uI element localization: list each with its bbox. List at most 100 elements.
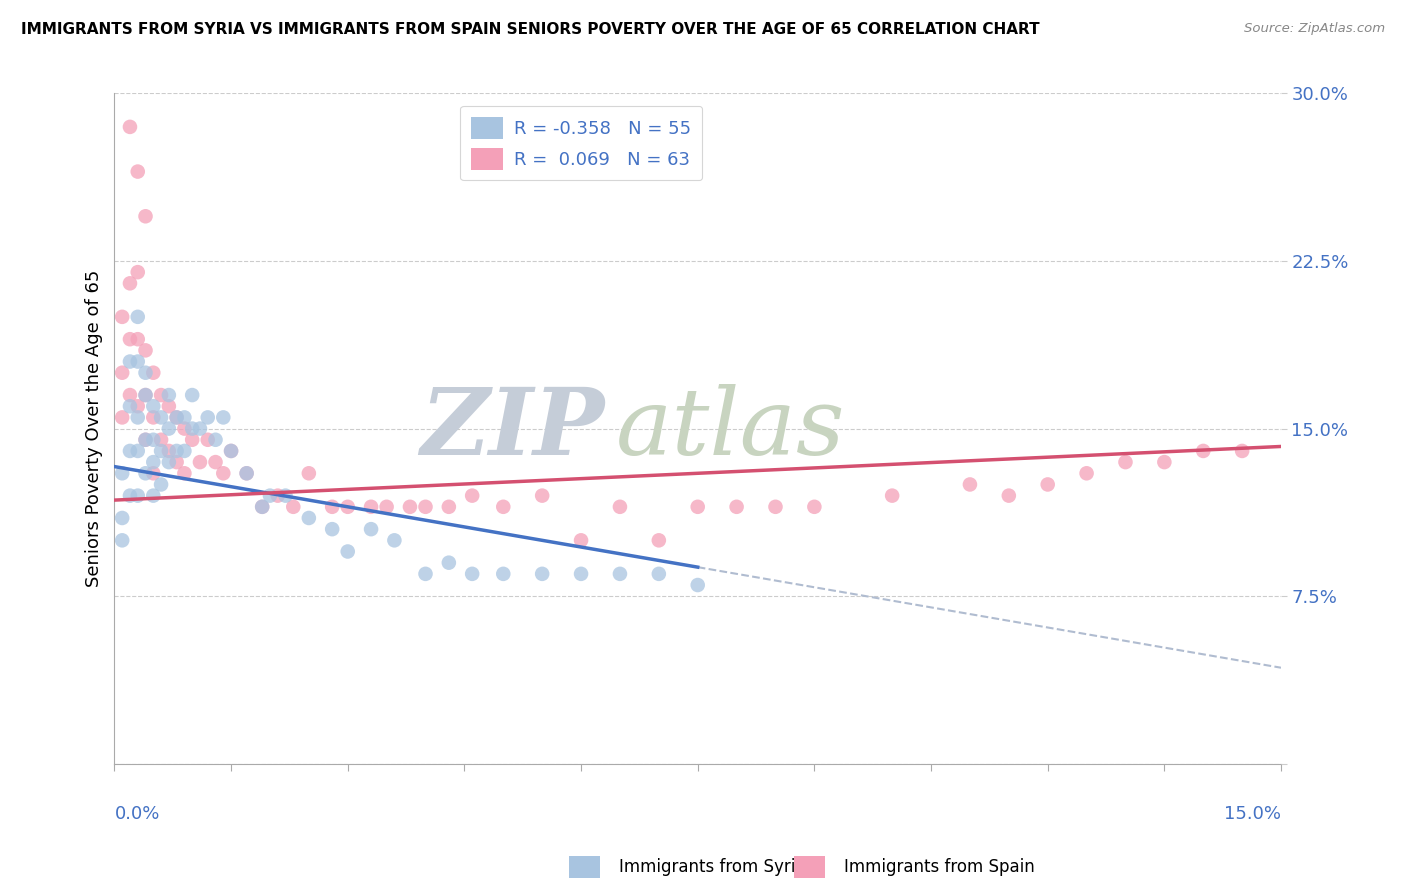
Point bbox=[765, 500, 787, 514]
Point bbox=[197, 410, 219, 425]
Point bbox=[118, 399, 141, 413]
Point bbox=[461, 566, 484, 581]
Point bbox=[188, 421, 211, 435]
Point bbox=[492, 500, 515, 514]
Point bbox=[157, 388, 180, 402]
Point bbox=[1230, 444, 1253, 458]
Point bbox=[283, 500, 305, 514]
Point bbox=[219, 444, 242, 458]
Point bbox=[181, 433, 204, 447]
Text: 0.0%: 0.0% bbox=[114, 805, 160, 823]
Point bbox=[686, 578, 709, 592]
Point bbox=[686, 500, 709, 514]
Point bbox=[127, 354, 149, 368]
Point bbox=[127, 444, 149, 458]
Point bbox=[134, 388, 156, 402]
Point bbox=[118, 277, 141, 291]
Point bbox=[111, 410, 134, 425]
Point bbox=[250, 500, 273, 514]
Point bbox=[298, 511, 321, 525]
Point bbox=[134, 343, 156, 358]
Point bbox=[235, 467, 257, 481]
Point bbox=[127, 489, 149, 503]
Point bbox=[157, 444, 180, 458]
Point bbox=[166, 410, 188, 425]
Point bbox=[492, 566, 515, 581]
Point bbox=[399, 500, 422, 514]
Point bbox=[111, 467, 134, 481]
Point bbox=[111, 366, 134, 380]
Point bbox=[157, 455, 180, 469]
Point bbox=[321, 522, 343, 536]
Point bbox=[609, 566, 631, 581]
Point bbox=[461, 489, 484, 503]
Text: Immigrants from Syria: Immigrants from Syria bbox=[619, 858, 806, 876]
Point bbox=[142, 433, 165, 447]
Point bbox=[118, 444, 141, 458]
Point bbox=[375, 500, 398, 514]
Point bbox=[1036, 477, 1059, 491]
Point bbox=[298, 467, 321, 481]
Point bbox=[384, 533, 406, 548]
Point bbox=[437, 556, 460, 570]
Point bbox=[609, 500, 631, 514]
Y-axis label: Seniors Poverty Over the Age of 65: Seniors Poverty Over the Age of 65 bbox=[86, 270, 103, 587]
Point bbox=[212, 467, 235, 481]
Point bbox=[134, 467, 156, 481]
Point bbox=[204, 455, 226, 469]
Point bbox=[336, 500, 359, 514]
Point bbox=[569, 566, 592, 581]
Point bbox=[173, 467, 195, 481]
Point bbox=[118, 388, 141, 402]
Point bbox=[336, 544, 359, 558]
Point bbox=[127, 399, 149, 413]
Point bbox=[118, 354, 141, 368]
Point bbox=[150, 477, 173, 491]
Legend: R = -0.358   N = 55, R =  0.069   N = 63: R = -0.358 N = 55, R = 0.069 N = 63 bbox=[460, 106, 702, 180]
Point bbox=[134, 433, 156, 447]
Point bbox=[360, 500, 382, 514]
Point bbox=[111, 533, 134, 548]
Point bbox=[134, 388, 156, 402]
Point bbox=[134, 366, 156, 380]
Point bbox=[531, 489, 554, 503]
Point bbox=[173, 421, 195, 435]
Point bbox=[531, 566, 554, 581]
Point bbox=[127, 265, 149, 279]
Point bbox=[181, 388, 204, 402]
Point bbox=[127, 310, 149, 324]
Point bbox=[882, 489, 904, 503]
Point bbox=[204, 433, 226, 447]
Text: Immigrants from Spain: Immigrants from Spain bbox=[844, 858, 1035, 876]
Point bbox=[1153, 455, 1175, 469]
Point bbox=[142, 467, 165, 481]
Point bbox=[959, 477, 981, 491]
Point bbox=[415, 500, 437, 514]
Point bbox=[166, 444, 188, 458]
Point bbox=[166, 410, 188, 425]
Point bbox=[157, 399, 180, 413]
Point bbox=[173, 410, 195, 425]
Point bbox=[569, 533, 592, 548]
Point bbox=[321, 500, 343, 514]
Point bbox=[181, 421, 204, 435]
Point bbox=[1192, 444, 1215, 458]
Point bbox=[150, 410, 173, 425]
Point bbox=[142, 366, 165, 380]
Point bbox=[157, 421, 180, 435]
Point bbox=[1114, 455, 1136, 469]
Point bbox=[360, 522, 382, 536]
Point bbox=[142, 455, 165, 469]
Point bbox=[437, 500, 460, 514]
Point bbox=[212, 410, 235, 425]
Point bbox=[998, 489, 1021, 503]
Point bbox=[142, 399, 165, 413]
Point bbox=[127, 410, 149, 425]
Point bbox=[250, 500, 273, 514]
Point bbox=[127, 332, 149, 346]
Point bbox=[648, 566, 671, 581]
Text: atlas: atlas bbox=[616, 384, 845, 474]
Point bbox=[259, 489, 281, 503]
Point bbox=[127, 164, 149, 178]
Point bbox=[118, 489, 141, 503]
